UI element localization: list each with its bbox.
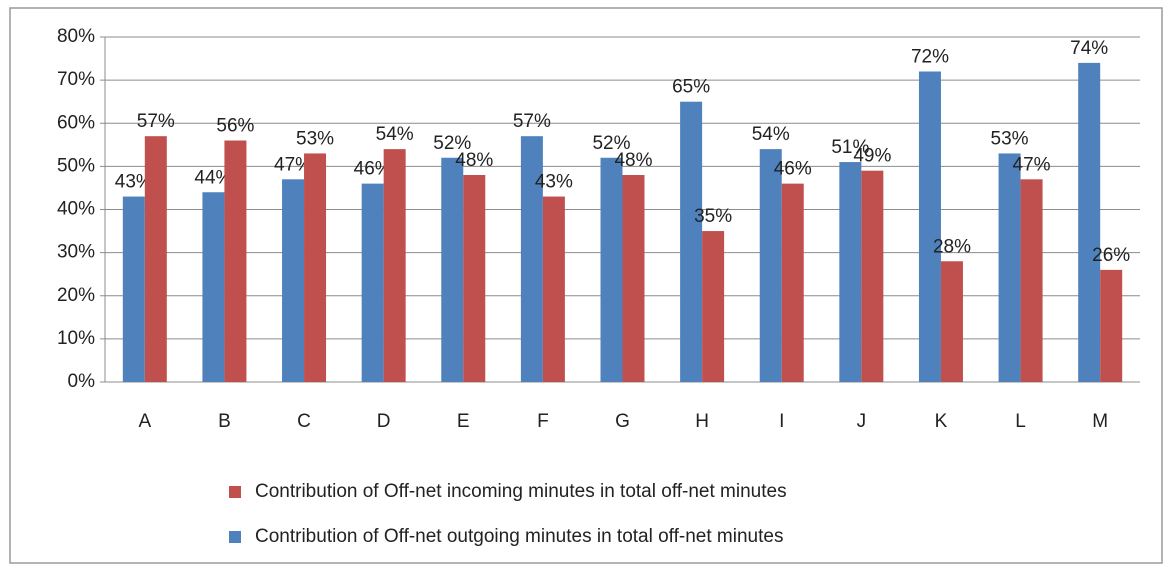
data-label: 49% <box>853 146 891 167</box>
y-tick-label: 80% <box>57 26 95 47</box>
x-tick-label: C <box>297 411 311 432</box>
x-tick-label: H <box>695 411 709 432</box>
y-tick-label: 10% <box>57 328 95 349</box>
data-label: 52% <box>433 133 471 154</box>
x-tick-label: K <box>935 411 948 432</box>
data-label: 46% <box>354 159 392 180</box>
bar <box>839 162 862 382</box>
bar <box>441 157 464 382</box>
bar <box>122 196 145 382</box>
bar <box>918 71 941 382</box>
bar <box>224 140 247 382</box>
bar <box>282 179 305 382</box>
data-label: 54% <box>376 124 414 145</box>
data-label: 46% <box>774 159 812 180</box>
bar <box>144 136 167 382</box>
bar <box>1020 179 1043 382</box>
bar <box>702 231 725 382</box>
legend-swatch <box>229 486 241 498</box>
bar <box>998 153 1021 382</box>
bar <box>940 261 963 382</box>
x-tick-label: J <box>857 411 867 432</box>
data-label: 56% <box>216 116 254 137</box>
y-tick-label: 0% <box>68 371 96 392</box>
x-tick-label: G <box>615 411 630 432</box>
data-label: 48% <box>455 150 493 171</box>
bar <box>542 196 565 382</box>
data-label: 28% <box>933 236 971 257</box>
y-tick-label: 20% <box>57 285 95 306</box>
bar <box>520 136 543 382</box>
bar <box>361 183 384 382</box>
data-label: 47% <box>1013 154 1051 175</box>
data-label: 26% <box>1092 245 1130 266</box>
bar <box>781 183 804 382</box>
bar <box>861 170 884 382</box>
bar <box>304 153 327 382</box>
bar <box>202 192 225 382</box>
bar <box>622 175 645 382</box>
x-tick-label: E <box>457 411 470 432</box>
y-tick-label: 70% <box>57 69 95 90</box>
x-tick-label: A <box>138 411 151 432</box>
data-label: 43% <box>115 172 153 193</box>
data-label: 72% <box>911 47 949 68</box>
bar <box>1100 269 1123 382</box>
x-tick-label: B <box>218 411 231 432</box>
data-label: 74% <box>1070 38 1108 59</box>
data-label: 43% <box>535 172 573 193</box>
bar <box>600 157 623 382</box>
x-tick-label: L <box>1015 411 1026 432</box>
data-label: 51% <box>831 137 869 158</box>
y-tick-label: 40% <box>57 199 95 220</box>
bar <box>680 101 703 382</box>
data-label: 48% <box>614 150 652 171</box>
data-label: 57% <box>513 111 551 132</box>
data-label: 52% <box>592 133 630 154</box>
chart-frame <box>9 7 1163 564</box>
bar <box>1078 62 1101 382</box>
y-tick-label: 60% <box>57 112 95 133</box>
x-tick-label: D <box>377 411 391 432</box>
data-label: 44% <box>194 167 232 188</box>
legend-label: Contribution of Off-net outgoing minutes… <box>255 526 783 547</box>
data-label: 65% <box>672 77 710 98</box>
bar <box>759 149 782 382</box>
data-label: 35% <box>694 206 732 227</box>
data-label: 53% <box>296 128 334 149</box>
data-label: 53% <box>991 128 1029 149</box>
x-tick-label: M <box>1092 411 1108 432</box>
y-tick-label: 30% <box>57 242 95 263</box>
y-tick-label: 50% <box>57 155 95 176</box>
x-tick-label: F <box>537 411 549 432</box>
data-label: 47% <box>274 154 312 175</box>
data-label: 57% <box>137 111 175 132</box>
x-tick-label: I <box>779 411 784 432</box>
legend-label: Contribution of Off-net incoming minutes… <box>255 481 787 502</box>
bar <box>463 175 486 382</box>
bar <box>383 149 406 382</box>
legend-swatch <box>229 531 241 543</box>
data-label: 54% <box>752 124 790 145</box>
